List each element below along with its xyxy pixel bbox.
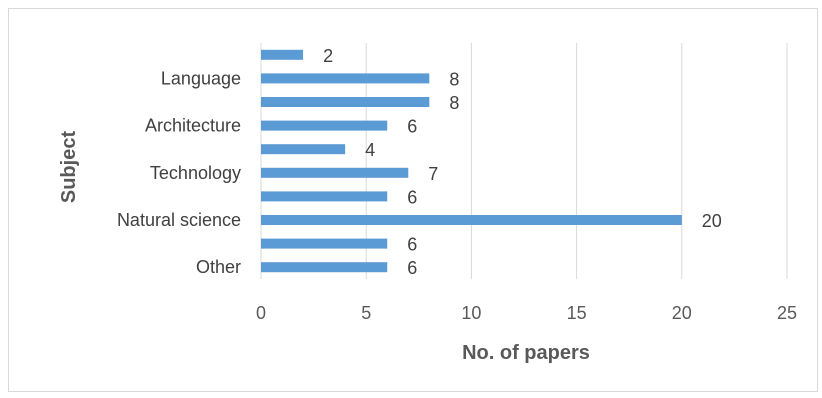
bar (261, 215, 682, 225)
data-label: 2 (323, 46, 333, 66)
data-label: 6 (407, 235, 417, 255)
x-tick-label: 25 (777, 303, 797, 323)
bar (261, 49, 304, 60)
x-tick-label: 10 (461, 303, 481, 323)
data-label: 6 (407, 258, 417, 278)
data-label: 8 (449, 93, 459, 113)
x-tick-label: 0 (256, 303, 266, 323)
category-label: Language (161, 68, 241, 88)
x-axis-title: No. of papers (462, 342, 590, 364)
bar (261, 120, 388, 131)
x-tick-label: 5 (361, 303, 371, 323)
data-label: 6 (407, 117, 417, 137)
bar (261, 73, 430, 84)
category-label: Technology (150, 163, 241, 183)
bar (261, 167, 409, 178)
category-label: Natural science (117, 210, 241, 230)
bar (261, 191, 388, 202)
data-label: 4 (365, 140, 375, 160)
bar (261, 238, 388, 249)
y-axis-title: Subject (58, 131, 80, 204)
category-labels: Other Natural science Technology Architectu… (117, 68, 241, 277)
data-label: 7 (428, 164, 438, 184)
data-label: 6 (407, 187, 417, 207)
x-tick-label: 20 (672, 303, 692, 323)
x-tick-label: 15 (567, 303, 587, 323)
category-label: Architecture (145, 116, 241, 136)
bar (261, 97, 430, 107)
bar (261, 262, 388, 273)
category-label: Other (196, 257, 241, 277)
data-label: 20 (702, 211, 722, 231)
chart-frame: 6 6 20 6 7 4 6 8 8 2 Other Natural science Technolo… (8, 8, 818, 392)
data-label: 8 (449, 69, 459, 89)
bar (261, 144, 346, 155)
bars (261, 49, 682, 273)
x-tick-labels: 0 5 10 15 20 25 (256, 303, 797, 323)
